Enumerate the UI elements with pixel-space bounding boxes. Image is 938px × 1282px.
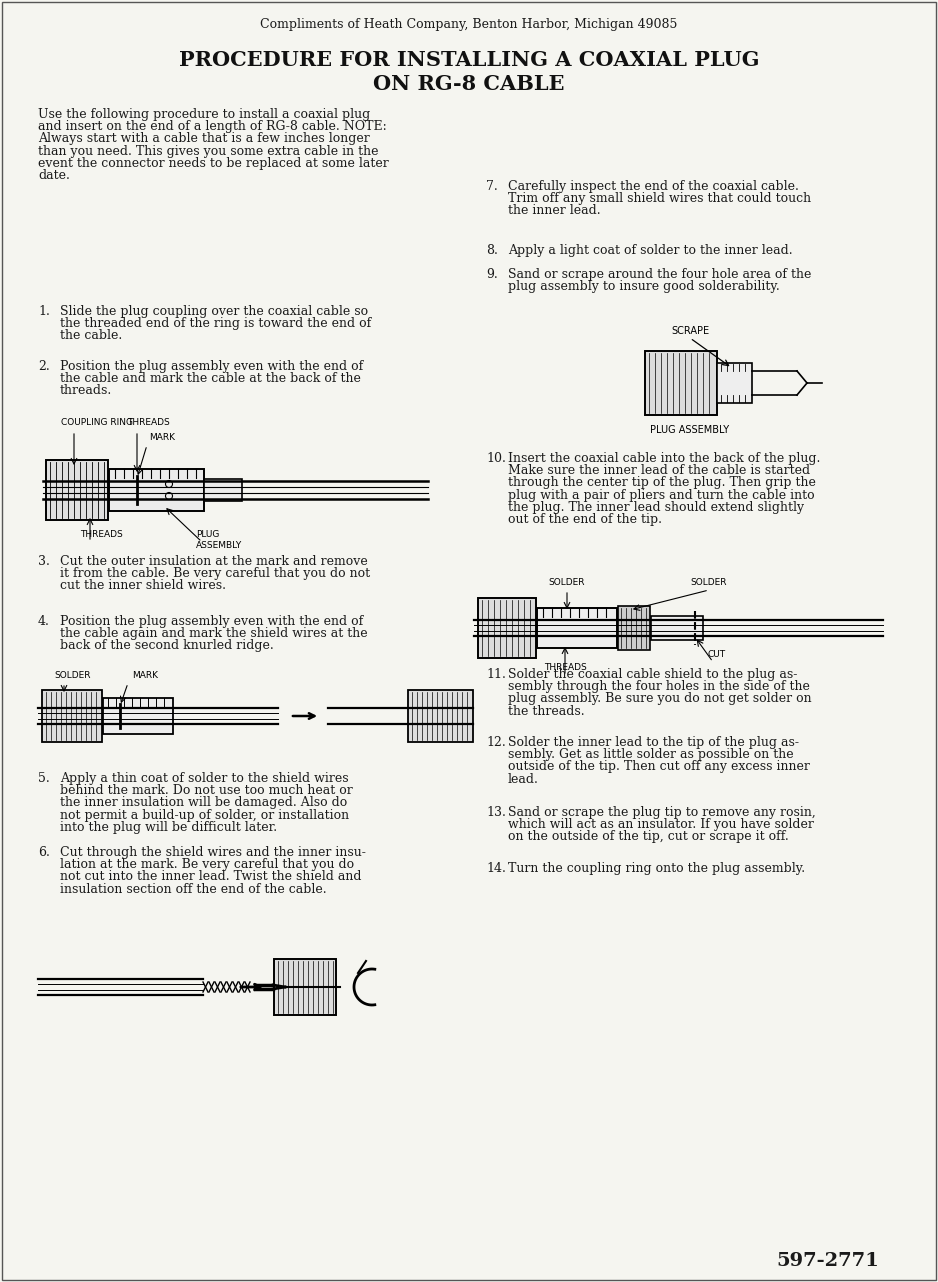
Bar: [537, 608, 617, 647]
Bar: [408, 690, 473, 742]
Text: Sand or scrape around the four hole area of the: Sand or scrape around the four hole area…: [508, 268, 811, 281]
Text: date.: date.: [38, 169, 69, 182]
Text: not cut into the inner lead. Twist the shield and: not cut into the inner lead. Twist the s…: [60, 870, 361, 883]
Text: plug with a pair of pliers and turn the cable into: plug with a pair of pliers and turn the …: [508, 488, 814, 501]
Text: ON RG-8 CABLE: ON RG-8 CABLE: [373, 74, 565, 94]
Text: PLUG
ASSEMBLY: PLUG ASSEMBLY: [196, 529, 242, 550]
Text: sembly. Get as little solder as possible on the: sembly. Get as little solder as possible…: [508, 749, 794, 762]
Text: the plug. The inner lead should extend slightly: the plug. The inner lead should extend s…: [508, 501, 804, 514]
Text: 4.: 4.: [38, 615, 50, 628]
Text: MARK: MARK: [149, 433, 175, 442]
Text: Sand or scrape the plug tip to remove any rosin,: Sand or scrape the plug tip to remove an…: [508, 806, 816, 819]
Text: Compliments of Heath Company, Benton Harbor, Michigan 49085: Compliments of Heath Company, Benton Har…: [261, 18, 677, 31]
Text: Position the plug assembly even with the end of: Position the plug assembly even with the…: [60, 360, 363, 373]
Text: SOLDER: SOLDER: [54, 670, 90, 679]
Text: Insert the coaxial cable into the back of the plug.: Insert the coaxial cable into the back o…: [508, 453, 821, 465]
Text: 11.: 11.: [486, 668, 506, 681]
Text: Solder the inner lead to the tip of the plug as-: Solder the inner lead to the tip of the …: [508, 736, 799, 749]
Text: insulation section off the end of the cable.: insulation section off the end of the ca…: [60, 882, 326, 896]
Text: and insert on the end of a length of RG-8 cable. NOTE:: and insert on the end of a length of RG-…: [38, 121, 386, 133]
Text: Slide the plug coupling over the coaxial cable so: Slide the plug coupling over the coaxial…: [60, 305, 368, 318]
Bar: [618, 606, 650, 650]
Text: event the connector needs to be replaced at some later: event the connector needs to be replaced…: [38, 156, 388, 169]
Text: 9.: 9.: [486, 268, 498, 281]
Bar: [645, 351, 717, 415]
Text: lation at the mark. Be very careful that you do: lation at the mark. Be very careful that…: [60, 858, 355, 872]
Text: THREADS: THREADS: [127, 418, 170, 427]
Text: 597-2771: 597-2771: [777, 1253, 880, 1270]
Bar: [204, 479, 242, 501]
Bar: [46, 460, 108, 520]
Text: 8.: 8.: [486, 244, 498, 256]
Text: Trim off any small shield wires that could touch: Trim off any small shield wires that cou…: [508, 192, 811, 205]
Text: the inner insulation will be damaged. Also do: the inner insulation will be damaged. Al…: [60, 796, 347, 809]
Bar: [717, 363, 752, 403]
Text: than you need. This gives you some extra cable in the: than you need. This gives you some extra…: [38, 145, 379, 158]
Text: Always start with a cable that is a few inches longer: Always start with a cable that is a few …: [38, 132, 370, 145]
Text: 7.: 7.: [486, 179, 498, 194]
Text: sembly through the four holes in the side of the: sembly through the four holes in the sid…: [508, 681, 809, 694]
Text: cut the inner shield wires.: cut the inner shield wires.: [60, 579, 226, 592]
Text: THREADS: THREADS: [544, 663, 586, 672]
Text: the threads.: the threads.: [508, 705, 584, 718]
Text: the threaded end of the ring is toward the end of: the threaded end of the ring is toward t…: [60, 317, 371, 331]
Text: Cut the outer insulation at the mark and remove: Cut the outer insulation at the mark and…: [60, 555, 368, 568]
Bar: [109, 469, 204, 512]
Text: outside of the tip. Then cut off any excess inner: outside of the tip. Then cut off any exc…: [508, 760, 809, 773]
Text: the cable.: the cable.: [60, 329, 122, 342]
Text: MARK: MARK: [132, 670, 158, 679]
Text: SOLDER: SOLDER: [690, 578, 727, 587]
Text: Solder the coaxial cable shield to the plug as-: Solder the coaxial cable shield to the p…: [508, 668, 797, 681]
Text: not permit a build-up of solder, or installation: not permit a build-up of solder, or inst…: [60, 809, 349, 822]
Text: 3.: 3.: [38, 555, 50, 568]
Text: the cable and mark the cable at the back of the: the cable and mark the cable at the back…: [60, 372, 361, 385]
Text: 14.: 14.: [486, 862, 506, 876]
Text: CUT: CUT: [708, 650, 726, 659]
Text: Turn the coupling ring onto the plug assembly.: Turn the coupling ring onto the plug ass…: [508, 862, 805, 876]
Text: COUPLING RING: COUPLING RING: [61, 418, 133, 427]
Text: the inner lead.: the inner lead.: [508, 204, 600, 218]
Bar: [478, 597, 536, 658]
Text: 6.: 6.: [38, 846, 50, 859]
Text: behind the mark. Do not use too much heat or: behind the mark. Do not use too much hea…: [60, 785, 353, 797]
Bar: [103, 697, 173, 735]
Text: Position the plug assembly even with the end of: Position the plug assembly even with the…: [60, 615, 363, 628]
Bar: [651, 615, 703, 640]
Text: SOLDER: SOLDER: [549, 578, 585, 587]
Text: 13.: 13.: [486, 806, 506, 819]
Text: into the plug will be difficult later.: into the plug will be difficult later.: [60, 820, 277, 833]
Text: Cut through the shield wires and the inner insu-: Cut through the shield wires and the inn…: [60, 846, 366, 859]
Text: it from the cable. Be very careful that you do not: it from the cable. Be very careful that …: [60, 567, 371, 581]
Text: Make sure the inner lead of the cable is started: Make sure the inner lead of the cable is…: [508, 464, 810, 477]
Bar: [42, 690, 102, 742]
Text: 5.: 5.: [38, 772, 50, 785]
Text: out of the end of the tip.: out of the end of the tip.: [508, 513, 662, 526]
Text: Apply a thin coat of solder to the shield wires: Apply a thin coat of solder to the shiel…: [60, 772, 349, 785]
Text: threads.: threads.: [60, 385, 113, 397]
Text: Use the following procedure to install a coaxial plug: Use the following procedure to install a…: [38, 108, 371, 121]
Text: PLUG ASSEMBLY: PLUG ASSEMBLY: [650, 426, 730, 435]
Text: PROCEDURE FOR INSTALLING A COAXIAL PLUG: PROCEDURE FOR INSTALLING A COAXIAL PLUG: [179, 50, 759, 71]
Text: lead.: lead.: [508, 773, 538, 786]
Text: Carefully inspect the end of the coaxial cable.: Carefully inspect the end of the coaxial…: [508, 179, 799, 194]
Text: plug assembly to insure good solderability.: plug assembly to insure good solderabili…: [508, 281, 779, 294]
Bar: [274, 959, 336, 1015]
Text: SCRAPE: SCRAPE: [671, 326, 709, 336]
Text: plug assembly. Be sure you do not get solder on: plug assembly. Be sure you do not get so…: [508, 692, 811, 705]
Text: which will act as an insulator. If you have solder: which will act as an insulator. If you h…: [508, 818, 814, 831]
Text: back of the second knurled ridge.: back of the second knurled ridge.: [60, 640, 274, 653]
Text: Apply a light coat of solder to the inner lead.: Apply a light coat of solder to the inne…: [508, 244, 793, 256]
Text: the cable again and mark the shield wires at the: the cable again and mark the shield wire…: [60, 627, 368, 640]
Text: 1.: 1.: [38, 305, 50, 318]
Text: 10.: 10.: [486, 453, 506, 465]
Text: 12.: 12.: [486, 736, 506, 749]
Text: 2.: 2.: [38, 360, 50, 373]
Text: THREADS: THREADS: [80, 529, 123, 538]
Text: on the outside of the tip, cut or scrape it off.: on the outside of the tip, cut or scrape…: [508, 831, 789, 844]
Text: through the center tip of the plug. Then grip the: through the center tip of the plug. Then…: [508, 477, 816, 490]
